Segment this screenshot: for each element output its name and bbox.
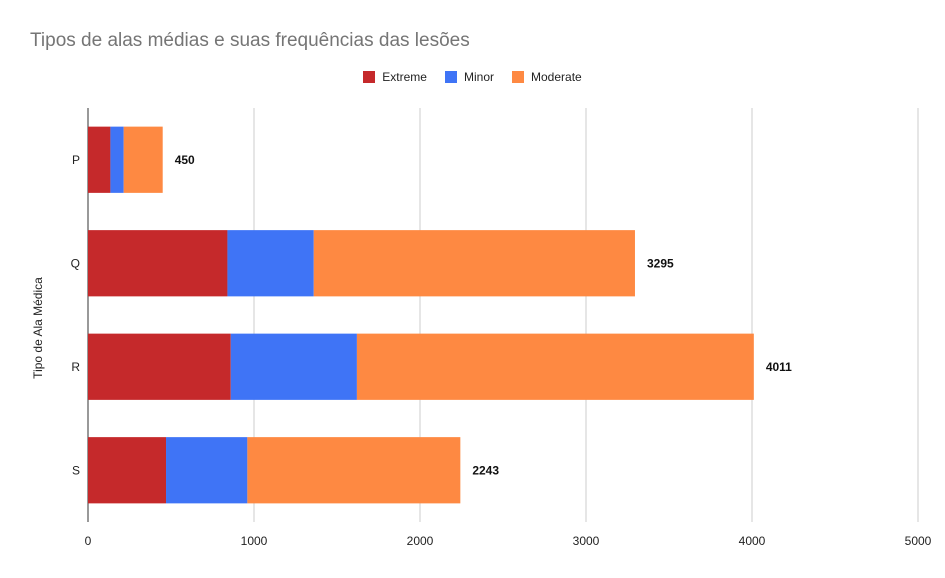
legend-item-extreme[interactable]: Extreme: [363, 70, 427, 84]
bar-moderate-q[interactable]: [313, 230, 635, 297]
legend-label-extreme: Extreme: [382, 70, 427, 84]
legend-item-minor[interactable]: Minor: [444, 70, 494, 84]
x-tick-label: 0: [85, 534, 92, 548]
total-data-label: 450: [175, 153, 195, 167]
total-data-label: 2243: [472, 463, 499, 477]
bar-minor-q[interactable]: [227, 230, 314, 297]
bar-extreme-p[interactable]: [88, 126, 111, 193]
bar-moderate-r[interactable]: [356, 333, 754, 400]
y-tick-label: P: [72, 153, 80, 167]
x-tick-label: 4000: [739, 534, 766, 548]
chart-title: Tipos de alas médias e suas frequências …: [30, 30, 470, 51]
legend-item-moderate[interactable]: Moderate: [512, 70, 582, 84]
legend-label-minor: Minor: [463, 70, 494, 84]
bar-minor-r[interactable]: [230, 333, 357, 400]
bars: [88, 126, 754, 504]
bar-minor-p[interactable]: [110, 126, 124, 193]
legend-label-moderate: Moderate: [531, 70, 582, 84]
bar-moderate-s[interactable]: [247, 437, 461, 504]
labels: 0 1000 2000 3000 4000 5000 P 450 Q 3295 R 4011 S 2243: [71, 153, 932, 548]
legend-swatch-minor: [444, 71, 457, 83]
total-data-label: 4011: [766, 360, 792, 374]
legend: Extreme Minor Moderate: [0, 70, 945, 84]
x-tick-label: 3000: [573, 534, 600, 548]
x-tick-label: 2000: [407, 534, 434, 548]
bar-extreme-s[interactable]: [88, 437, 167, 504]
legend-swatch-moderate: [512, 71, 524, 83]
bar-minor-s[interactable]: [166, 437, 248, 504]
bar-extreme-q[interactable]: [88, 230, 228, 297]
y-tick-label: S: [72, 463, 80, 477]
total-data-label: 3295: [647, 256, 674, 270]
y-tick-label: R: [71, 360, 80, 374]
x-tick-label: 1000: [241, 534, 268, 548]
x-tick-label: 5000: [905, 534, 932, 548]
bar-moderate-p[interactable]: [123, 126, 163, 193]
y-tick-label: Q: [71, 256, 80, 270]
legend-swatch-extreme: [363, 71, 376, 83]
bar-extreme-r[interactable]: [88, 333, 231, 400]
